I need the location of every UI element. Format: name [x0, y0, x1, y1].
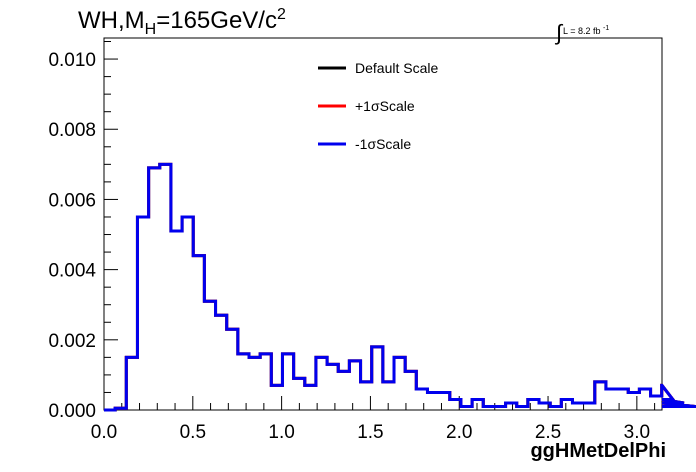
- x-tick-label: 0.5: [180, 422, 206, 443]
- y-tick-label: 0.000: [48, 401, 96, 422]
- title-subscript: H: [144, 21, 157, 38]
- luminosity-text: L = 8.2 fb: [563, 26, 601, 36]
- title-superscript: 2: [276, 6, 286, 23]
- plot-frame: [103, 37, 663, 411]
- x-tick-label: 2.0: [446, 422, 472, 443]
- title-rest: =165GeV/c: [156, 7, 277, 34]
- y-tick-label: 0.002: [48, 331, 96, 352]
- x-axis-label: ggHMetDelPhi: [530, 440, 666, 462]
- y-tick-label: 0.008: [48, 120, 96, 141]
- integral-symbol: ∫: [556, 20, 563, 45]
- chart-title: WH,MH=165GeV/c2: [78, 6, 286, 39]
- y-tick-label: 0.006: [48, 190, 96, 211]
- legend-entry: -1σScale: [355, 136, 411, 152]
- luminosity-label: ∫L = 8.2 fb -1: [556, 14, 610, 45]
- y-tick-label: 0.004: [48, 261, 96, 282]
- series-line-1: [104, 162, 696, 412]
- luminosity-superscript: -1: [603, 25, 610, 32]
- legend-entry: Default Scale: [355, 60, 438, 76]
- x-tick-label: 1.0: [268, 422, 294, 443]
- legend-entry: +1σScale: [355, 98, 415, 114]
- x-tick-label: 3.0: [624, 422, 650, 443]
- x-tick-label: 1.5: [357, 422, 383, 443]
- legend: Default Scale +1σScale -1σScale: [318, 60, 438, 152]
- y-tick-label: 0.010: [48, 50, 96, 71]
- x-tick-label: 0.0: [91, 422, 117, 443]
- series-line-2: [104, 162, 696, 412]
- series-line-0: [104, 162, 696, 412]
- x-tick-label: 2.5: [535, 422, 561, 443]
- axis-ticks: 0.000 0.002 0.004 0.006 0.008 0.010 0.0 0.5 1.0 1…: [48, 41, 656, 443]
- title-main: WH,M: [78, 7, 145, 34]
- series-layer: [104, 162, 696, 412]
